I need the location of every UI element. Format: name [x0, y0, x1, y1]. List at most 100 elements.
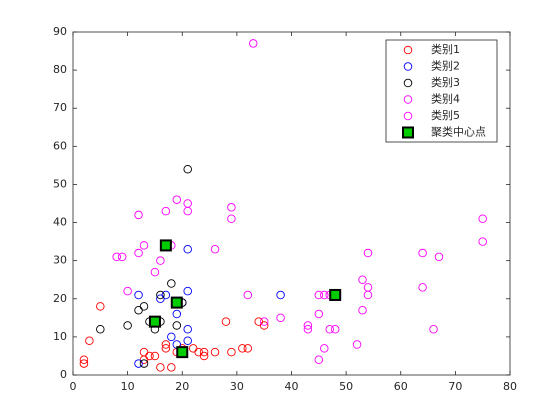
- point: [325, 325, 334, 334]
- legend-label: 类别4: [431, 92, 460, 106]
- point: [183, 286, 192, 296]
- point: [150, 351, 160, 361]
- legend-marker: [403, 45, 413, 55]
- point: [167, 332, 176, 342]
- point: [156, 256, 165, 265]
- point: [434, 252, 444, 262]
- point: [145, 351, 154, 361]
- point: [478, 237, 487, 246]
- point: [150, 267, 160, 277]
- point: [161, 344, 171, 353]
- y-tick-label: 30: [53, 254, 67, 267]
- point: [363, 290, 373, 300]
- point: [172, 309, 182, 319]
- legend-label: 类别3: [431, 75, 460, 89]
- point: [478, 214, 487, 223]
- x-tick-label: 40: [285, 380, 299, 393]
- point: [134, 210, 143, 220]
- x-tick-label: 50: [339, 380, 353, 393]
- point: [139, 302, 149, 311]
- center-point: [170, 296, 183, 309]
- point: [161, 206, 171, 216]
- point: [79, 359, 89, 368]
- point: [172, 195, 182, 204]
- legend-marker: [402, 126, 414, 139]
- point: [134, 359, 143, 368]
- point: [134, 248, 143, 258]
- legend-marker: [403, 95, 413, 104]
- point: [314, 309, 324, 319]
- point: [210, 244, 220, 254]
- x-tick-label: 20: [175, 380, 189, 393]
- y-tick-label: 80: [53, 63, 67, 76]
- x-tick-label: 70: [448, 380, 462, 393]
- x-tick-label: 10: [121, 380, 135, 393]
- legend-label: 类别5: [431, 108, 460, 122]
- point: [227, 203, 236, 212]
- center-point: [159, 239, 172, 252]
- point: [161, 340, 171, 349]
- point: [429, 325, 438, 334]
- legend-label: 类别1: [431, 42, 460, 56]
- point: [85, 336, 94, 345]
- x-tick-label: 30: [230, 380, 244, 393]
- y-tick-label: 10: [53, 330, 67, 343]
- legend-marker: [403, 111, 413, 121]
- point: [314, 290, 324, 300]
- point: [172, 321, 182, 330]
- point: [259, 317, 269, 326]
- point: [303, 325, 313, 334]
- point: [183, 244, 192, 254]
- legend-marker: [403, 78, 413, 88]
- point: [363, 248, 373, 258]
- y-tick-label: 60: [53, 139, 67, 152]
- point: [314, 355, 324, 365]
- point: [183, 206, 192, 216]
- point: [96, 325, 105, 334]
- center-point: [176, 346, 189, 359]
- point: [320, 344, 329, 353]
- point: [183, 164, 192, 174]
- point: [139, 359, 149, 368]
- point: [117, 252, 127, 262]
- point: [358, 305, 367, 315]
- point: [358, 275, 367, 284]
- point: [134, 290, 143, 300]
- x-tick-label: 80: [503, 380, 517, 393]
- point: [156, 363, 165, 372]
- point: [139, 241, 149, 250]
- point: [167, 363, 176, 372]
- point: [243, 344, 253, 353]
- point: [156, 290, 165, 300]
- point: [183, 336, 192, 345]
- y-tick-label: 50: [53, 177, 67, 190]
- point: [161, 290, 171, 300]
- point: [249, 39, 258, 48]
- point: [330, 325, 340, 334]
- point: [96, 302, 105, 311]
- legend-label: 聚类中心点: [431, 125, 486, 139]
- y-tick-label: 40: [53, 216, 67, 229]
- legend-label: 类别2: [431, 59, 460, 73]
- point: [320, 290, 329, 300]
- point: [276, 290, 285, 300]
- center-point: [329, 288, 342, 301]
- point: [167, 279, 176, 288]
- point: [221, 317, 231, 326]
- x-tick-label: 60: [394, 380, 408, 393]
- center-point: [148, 315, 161, 328]
- point: [243, 290, 253, 300]
- point: [199, 351, 209, 361]
- point: [112, 252, 121, 262]
- y-tick-label: 0: [60, 368, 67, 381]
- point: [227, 347, 236, 357]
- point: [418, 283, 427, 292]
- point: [123, 321, 132, 330]
- point: [210, 347, 220, 357]
- point: [352, 340, 362, 349]
- point: [227, 214, 236, 223]
- point: [276, 313, 285, 323]
- x-tick-label: 0: [70, 380, 77, 393]
- point: [303, 321, 313, 330]
